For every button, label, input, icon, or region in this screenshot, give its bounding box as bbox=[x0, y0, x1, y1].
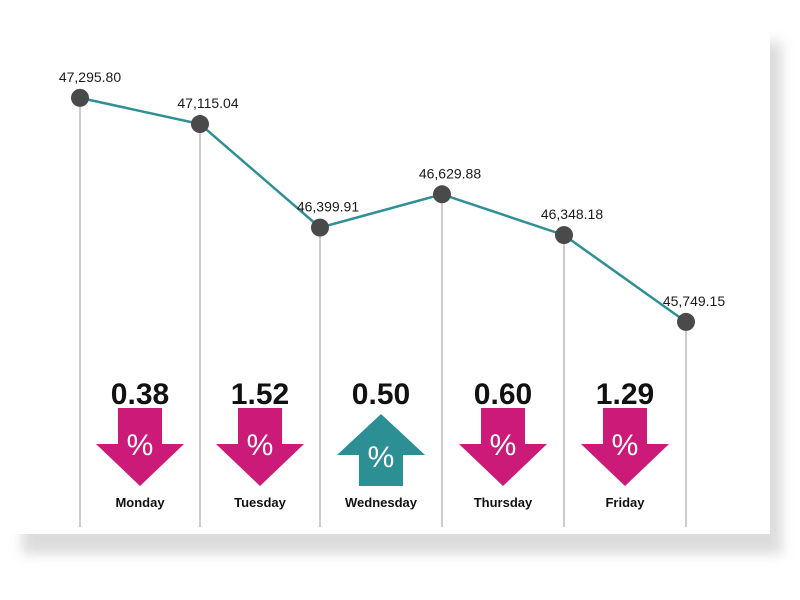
value-label: 45,749.15 bbox=[663, 293, 725, 309]
value-label: 46,399.91 bbox=[297, 199, 359, 215]
data-point bbox=[433, 185, 451, 204]
change-indicator: 0.60% Thursday bbox=[459, 378, 547, 510]
change-value: 0.38 bbox=[111, 378, 169, 411]
up-arrow-icon bbox=[337, 414, 425, 486]
markers bbox=[71, 88, 695, 331]
percent-symbol: % bbox=[127, 429, 154, 462]
line-chart: 47,295.80 47,115.04 46,399.91 46,629.88 46,3… bbox=[59, 69, 725, 527]
day-label: Monday bbox=[115, 495, 165, 510]
value-label: 46,348.18 bbox=[541, 206, 603, 222]
change-value: 0.60 bbox=[474, 378, 532, 411]
change-indicator: 1.29% Friday bbox=[581, 378, 669, 510]
value-label: 47,115.04 bbox=[177, 95, 238, 111]
data-point bbox=[191, 115, 209, 134]
value-label: 47,295.80 bbox=[59, 69, 121, 85]
percent-symbol: % bbox=[490, 429, 517, 462]
value-labels: 47,295.80 47,115.04 46,399.91 46,629.88 46,3… bbox=[59, 69, 725, 309]
percent-symbol: % bbox=[368, 441, 395, 474]
down-arrow-icon bbox=[459, 408, 547, 486]
change-value: 0.50 bbox=[352, 378, 410, 411]
day-label: Wednesday bbox=[345, 495, 418, 510]
day-label: Thursday bbox=[474, 495, 533, 510]
change-value: 1.52 bbox=[231, 378, 289, 411]
chart-card: 47,295.80 47,115.04 46,399.91 46,629.88 46,3… bbox=[10, 22, 770, 534]
down-arrow-icon bbox=[581, 408, 669, 486]
change-indicator: 0.38% Monday bbox=[96, 378, 184, 510]
day-label: Friday bbox=[605, 495, 645, 510]
data-point bbox=[677, 312, 695, 331]
drop-lines bbox=[79, 97, 687, 527]
daily-changes: 0.38% Monday 1.52% Tuesday 0.50% Wednesday 0.6… bbox=[96, 378, 669, 510]
data-point bbox=[311, 218, 329, 237]
value-label: 46,629.88 bbox=[419, 165, 481, 181]
change-indicator: 1.52% Tuesday bbox=[216, 378, 304, 510]
data-point bbox=[555, 226, 573, 245]
index-line bbox=[79, 96, 687, 323]
data-point bbox=[71, 88, 89, 107]
percent-symbol: % bbox=[247, 429, 274, 462]
percent-symbol: % bbox=[612, 429, 639, 462]
down-arrow-icon bbox=[96, 408, 184, 486]
change-indicator: 0.50% Wednesday bbox=[337, 378, 425, 510]
day-label: Tuesday bbox=[234, 495, 287, 510]
change-value: 1.29 bbox=[596, 378, 654, 411]
down-arrow-icon bbox=[216, 408, 304, 486]
